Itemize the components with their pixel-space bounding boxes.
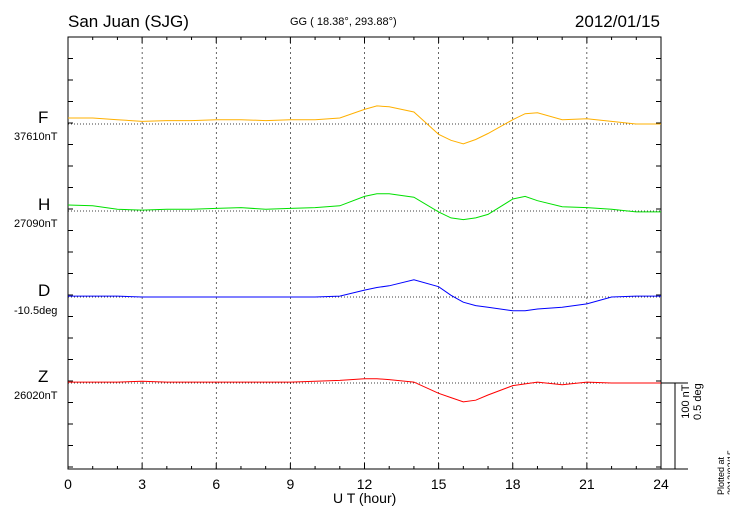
x-tick-label: 24 bbox=[653, 476, 669, 492]
chart-date: 2012/01/15 bbox=[574, 12, 660, 31]
series-baseline-z: 26020nT bbox=[14, 390, 58, 402]
x-tick-label: 21 bbox=[579, 476, 595, 492]
series-label-z: Z bbox=[38, 367, 49, 386]
x-axis-label: U T (hour) bbox=[333, 490, 397, 506]
scale-bar-label: 100 nT 0.5 deg bbox=[680, 383, 704, 420]
series-label-d: D bbox=[38, 281, 51, 300]
x-tick-label: 9 bbox=[286, 476, 294, 492]
series-label-h: H bbox=[38, 195, 51, 214]
x-tick-label: 3 bbox=[138, 476, 146, 492]
series-line-f bbox=[68, 105, 661, 145]
x-tick-label: 12 bbox=[357, 476, 373, 492]
x-tick-label: 18 bbox=[505, 476, 521, 492]
x-tick-label: 0 bbox=[64, 476, 72, 492]
series-label-f: F bbox=[38, 108, 49, 127]
series-baseline-h: 27090nT bbox=[14, 218, 58, 230]
series-baseline-d: -10.5deg bbox=[14, 305, 58, 317]
x-tick-label: 15 bbox=[431, 476, 447, 492]
scale-nt: 100 nT bbox=[680, 384, 692, 419]
series-line-z bbox=[68, 378, 661, 403]
series-line-d bbox=[68, 279, 661, 312]
chart-title: San Juan (SJG) bbox=[68, 12, 189, 31]
x-tick-label: 6 bbox=[212, 476, 220, 492]
plotted-footer: Plotted at 2012/02/15 01:00 UT bbox=[716, 449, 730, 495]
scale-deg: 0.5 deg bbox=[692, 383, 704, 420]
chart-subtitle: GG ( 18.38°, 293.88°) bbox=[290, 16, 397, 28]
series-baseline-f: 37610nT bbox=[14, 131, 58, 143]
series-line-h bbox=[67, 193, 661, 221]
